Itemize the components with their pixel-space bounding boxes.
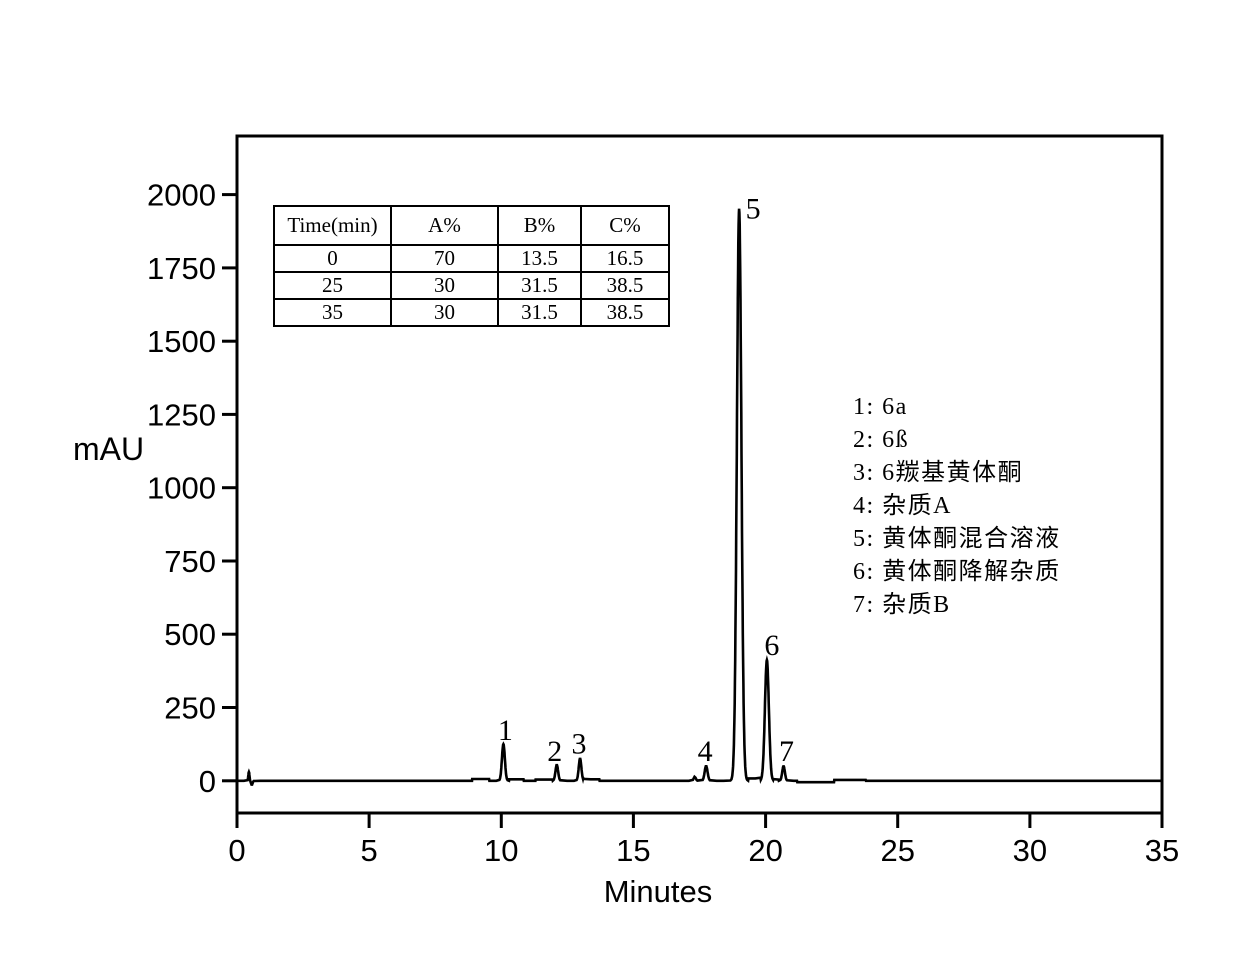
legend-item: 6: 黄体酮降解杂质 [853, 559, 1061, 585]
y-tick-label: 2000 [147, 178, 216, 213]
legend-item: 2: 6ß [853, 427, 910, 453]
y-tick-label: 0 [199, 764, 216, 799]
x-tick-label: 0 [228, 833, 245, 868]
peak-label-3: 3 [572, 728, 587, 761]
table-header-row: Time(min) A% B% C% [273, 205, 670, 246]
peak-label-5: 5 [746, 193, 761, 226]
y-axis-ticks [222, 193, 237, 783]
gradient-table: Time(min) A% B% C% 0 70 13.5 16.5 25 30 31.5 38.5 3… [273, 205, 670, 327]
table-cell: 31.5 [497, 298, 582, 327]
x-tick-label: 25 [880, 833, 914, 868]
peak-label-6: 6 [764, 629, 779, 662]
peak-label-1: 1 [498, 714, 513, 747]
x-tick-label: 15 [616, 833, 650, 868]
table-cell: 70 [390, 244, 499, 273]
y-tick-label: 750 [164, 544, 216, 579]
y-axis-label: mAU [73, 431, 144, 467]
y-tick-label: 250 [164, 691, 216, 726]
legend-item: 5: 黄体酮混合溶液 [853, 526, 1061, 552]
y-tick-label: 1750 [147, 251, 216, 286]
x-tick-label: 35 [1145, 833, 1179, 868]
table-cell: 0 [273, 244, 392, 273]
table-cell: 38.5 [580, 271, 670, 300]
table-cell: 16.5 [580, 244, 670, 273]
table-header-cell: B% [497, 205, 582, 246]
table-cell: 25 [273, 271, 392, 300]
table-cell: 31.5 [497, 271, 582, 300]
legend-item: 3: 6羰基黄体酮 [853, 460, 1024, 486]
x-axis-ticks [235, 813, 1164, 828]
y-tick-label: 1000 [147, 471, 216, 506]
legend-item: 7: 杂质B [853, 592, 951, 618]
x-axis-tick-labels: 0 5 10 15 20 25 30 35 [228, 833, 1179, 868]
table-row: 0 70 13.5 16.5 [273, 244, 670, 273]
table-row: 35 30 31.5 38.5 [273, 298, 670, 327]
legend-item: 4: 杂质A [853, 493, 952, 519]
table-row: 25 30 31.5 38.5 [273, 271, 670, 300]
table-header-cell: A% [390, 205, 499, 246]
table-cell: 30 [390, 271, 499, 300]
peak-label-4: 4 [698, 735, 713, 768]
chromatogram-trace [237, 208, 1162, 786]
table-cell: 38.5 [580, 298, 670, 327]
y-tick-label: 1250 [147, 397, 216, 432]
gradient-table-body: 0 70 13.5 16.5 25 30 31.5 38.5 35 30 31.5 38.5 [273, 244, 670, 327]
gradient-table-header: Time(min) A% B% C% [273, 205, 670, 246]
y-tick-label: 500 [164, 617, 216, 652]
plot-frame [235, 134, 1164, 815]
x-tick-label: 20 [748, 833, 782, 868]
x-axis-label: Minutes [604, 874, 713, 909]
table-header-cell: Time(min) [273, 205, 392, 246]
table-cell: 30 [390, 298, 499, 327]
table-cell: 13.5 [497, 244, 582, 273]
table-cell: 35 [273, 298, 392, 327]
table-header-cell: C% [580, 205, 670, 246]
y-axis-tick-labels: 0 250 500 750 1000 1250 1500 1750 2000 [147, 178, 216, 799]
peak-label-2: 2 [547, 735, 562, 768]
y-tick-label: 1500 [147, 324, 216, 359]
x-tick-label: 10 [484, 833, 518, 868]
x-tick-label: 30 [1013, 833, 1047, 868]
legend-item: 1: 6a [853, 394, 908, 420]
peak-legend: 1: 6a 2: 6ß 3: 6羰基黄体酮 4: 杂质A 5: 黄体酮混合溶液 6: 黄体… [853, 391, 1061, 622]
peak-label-7: 7 [779, 735, 794, 768]
x-tick-label: 5 [360, 833, 377, 868]
